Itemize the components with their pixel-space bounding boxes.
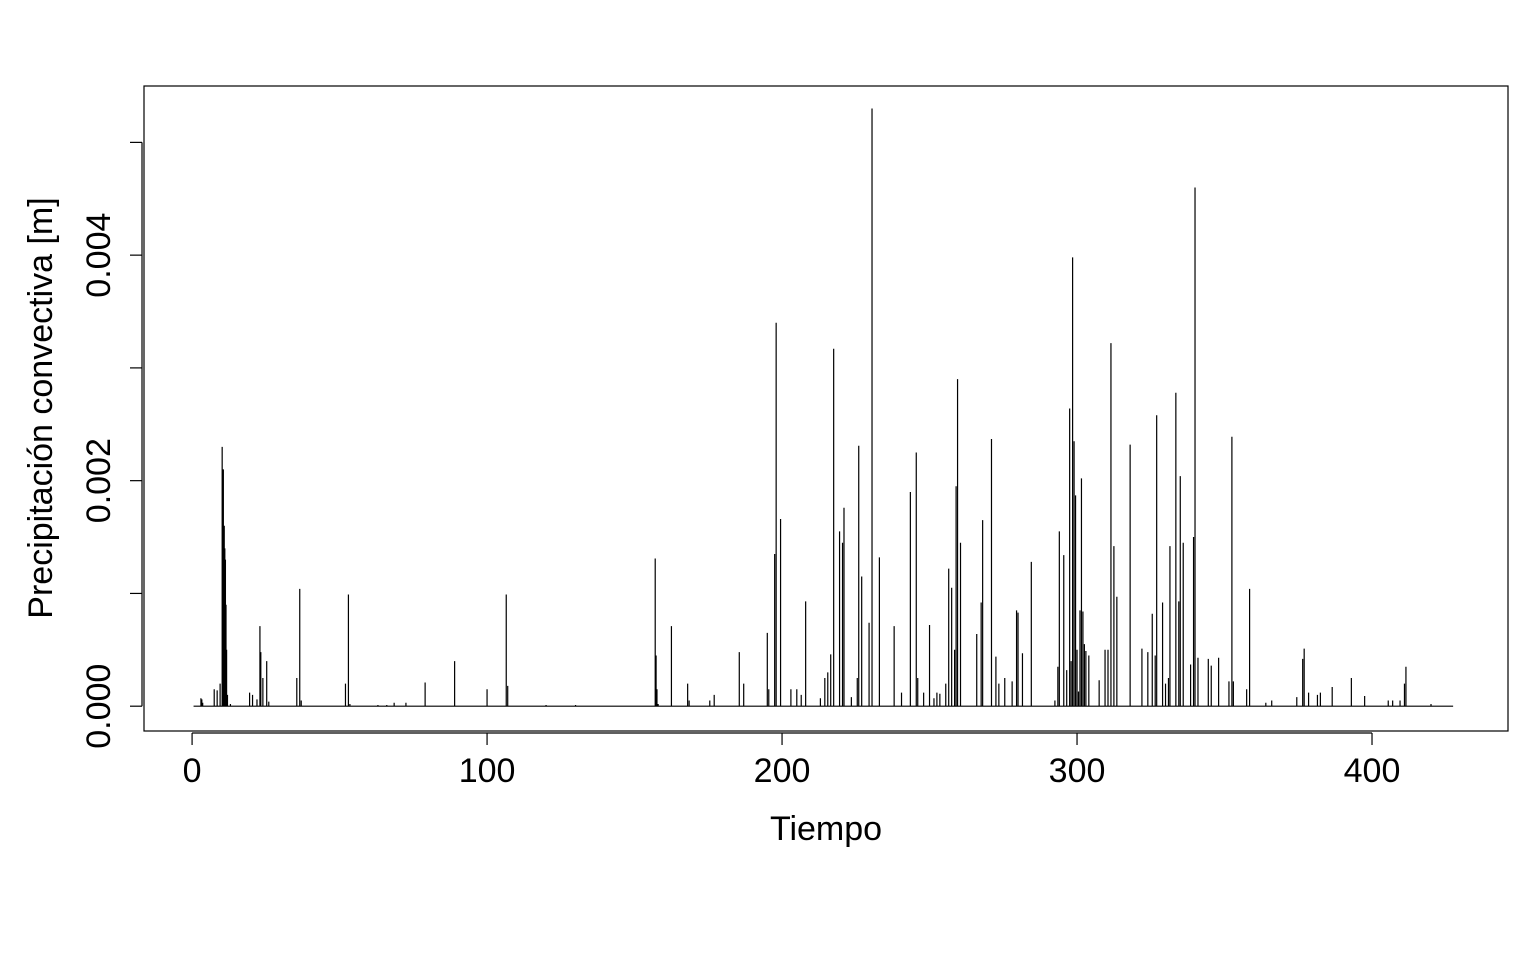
x-axis-title: Tiempo xyxy=(770,810,882,848)
precipitation-series-line xyxy=(193,108,1454,707)
y-tick-label: 0.004 xyxy=(80,213,118,298)
x-tick-label: 0 xyxy=(183,752,202,790)
y-axis-title: Precipitación convectiva [m] xyxy=(22,197,60,618)
y-axis: 0.000 0.002 0.004 xyxy=(80,141,143,749)
x-axis: 0 100 200 300 400 xyxy=(183,732,1401,790)
x-tick-label: 200 xyxy=(754,752,811,790)
y-tick-label: 0.000 xyxy=(80,664,118,749)
x-tick-label: 300 xyxy=(1049,752,1106,790)
x-tick-label: 100 xyxy=(459,752,516,790)
x-tick-label: 400 xyxy=(1344,752,1401,790)
y-tick-label: 0.002 xyxy=(80,438,118,523)
plot-frame xyxy=(143,85,1509,732)
